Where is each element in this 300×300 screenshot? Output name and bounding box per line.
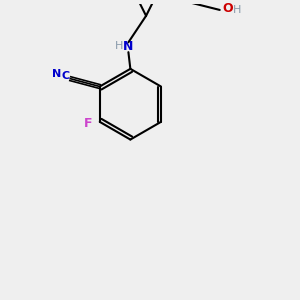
Text: F: F xyxy=(84,117,92,130)
Text: H: H xyxy=(233,5,242,15)
Text: H: H xyxy=(114,41,123,51)
Text: C: C xyxy=(61,71,69,81)
Text: O: O xyxy=(222,2,233,15)
Text: N: N xyxy=(123,40,134,53)
Text: N: N xyxy=(52,69,61,79)
